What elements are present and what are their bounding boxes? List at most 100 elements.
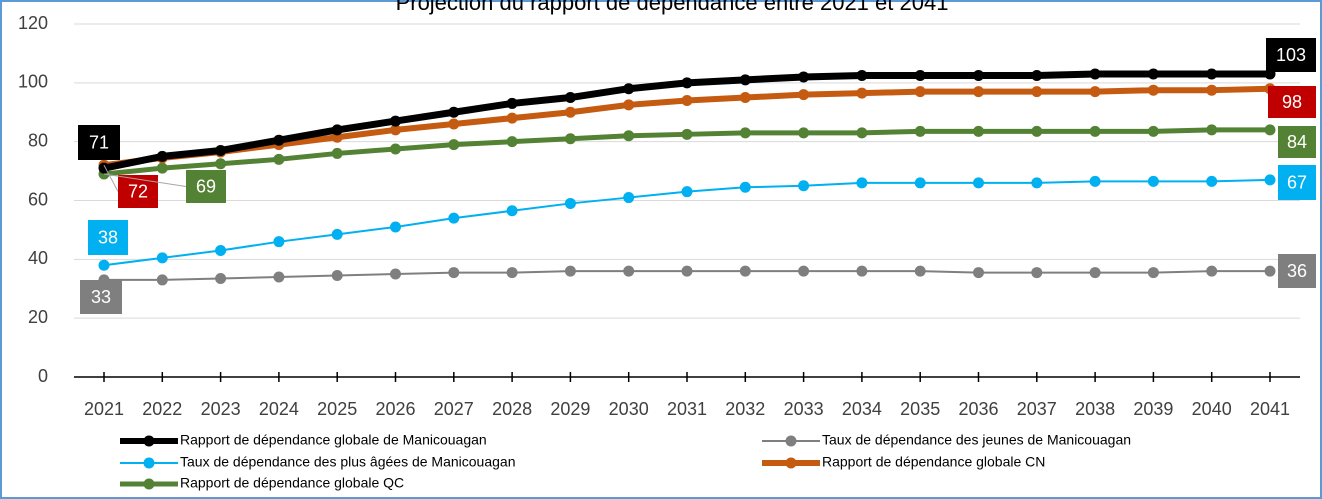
series-marker [98,259,110,271]
data-label: 98 [1282,92,1302,112]
series-marker [564,92,576,104]
series-marker [564,133,576,145]
series-marker [331,147,343,159]
x-tick-label: 2032 [725,399,765,419]
series-marker [1089,175,1101,187]
series-marker [1206,265,1218,277]
legend-marker [143,457,155,469]
x-tick-label: 2028 [492,399,532,419]
x-tick-label: 2022 [142,399,182,419]
series-marker [739,74,751,86]
series-marker [215,158,227,170]
series-marker [273,134,285,146]
series-marker [973,125,984,137]
series-marker [1147,125,1159,137]
series-marker [914,265,926,277]
series-marker [623,265,635,277]
x-tick-label: 2039 [1133,399,1173,419]
x-tick-label: 2040 [1192,399,1232,419]
series-marker [506,205,518,217]
y-tick-label: 120 [18,13,48,33]
data-label: 71 [89,132,109,152]
y-tick-label: 40 [28,248,48,268]
legend-label: Taux de dépendance des plus âgées de Man… [180,454,515,470]
x-tick-label: 2024 [259,399,299,419]
x-tick-label: 2029 [550,399,590,419]
series-marker [856,87,868,99]
series-marker [1147,68,1159,80]
x-tick-label: 2038 [1075,399,1115,419]
series-marker [156,252,168,264]
series-marker [1264,174,1276,186]
series-marker [390,115,401,127]
x-tick-label: 2027 [434,399,474,419]
series-marker [506,136,518,148]
series-marker [390,221,401,233]
series-marker [156,150,168,162]
legend-marker [785,457,797,469]
series-marker [1147,267,1159,279]
legend-label: Rapport de dépendance globale QC [180,475,404,491]
legend-label: Rapport de dépendance globale CN [822,454,1045,470]
x-tick-label: 2023 [201,399,241,419]
series-marker [973,86,984,98]
series-marker [564,197,576,209]
chart-title: Projection du rapport de dépendance entr… [396,0,949,15]
lines [98,68,1276,286]
series-marker [1206,175,1218,187]
data-label-box [1266,38,1316,72]
x-tick-label: 2035 [900,399,940,419]
series-marker [273,153,285,165]
data-label: 103 [1276,45,1306,65]
series-marker [914,125,926,137]
series-marker [681,77,693,89]
series-marker [1147,175,1159,187]
series-marker [1206,68,1218,80]
series-marker [1031,125,1043,137]
legend-marker [785,435,797,447]
x-tick-label: 2025 [317,399,357,419]
series-marker [856,69,868,81]
x-tick-label: 2037 [1017,399,1057,419]
series-marker [1264,265,1276,277]
x-tick-label: 2031 [667,399,707,419]
series-marker [914,86,926,98]
series-marker [215,144,227,156]
series-marker [215,245,227,257]
data-labels: 71 103 33 36 38 67 72 98 69 84 [78,38,1316,314]
series-marker [390,124,401,136]
series-marker [1031,86,1043,98]
series-marker [973,69,984,81]
series-marker [681,265,693,277]
series-marker [215,272,227,284]
series-marker [506,267,518,279]
series-marker [1206,124,1218,136]
data-label-box [1278,126,1316,158]
series-marker [623,130,635,142]
series-marker [798,71,810,83]
y-tick-label: 80 [28,130,48,150]
y-tick-label: 20 [28,307,48,327]
data-label-box [1278,165,1316,200]
y-tick-label: 0 [38,366,48,386]
series-marker [798,127,810,139]
series-marker [564,265,576,277]
legend-marker [143,478,155,490]
x-tick-label: 2036 [958,399,998,419]
series-marker [331,270,343,282]
y-tick-label: 100 [18,72,48,92]
data-label: 72 [128,181,148,201]
series-marker [273,236,285,248]
series-marker [156,274,168,286]
series-marker [914,177,926,189]
series-marker [914,69,926,81]
series-marker [1089,68,1101,80]
series-marker [681,128,693,140]
series-marker [681,186,693,198]
data-label-box [186,170,226,203]
data-label-box [88,220,128,255]
series-marker [1089,267,1101,279]
series-marker [856,265,868,277]
